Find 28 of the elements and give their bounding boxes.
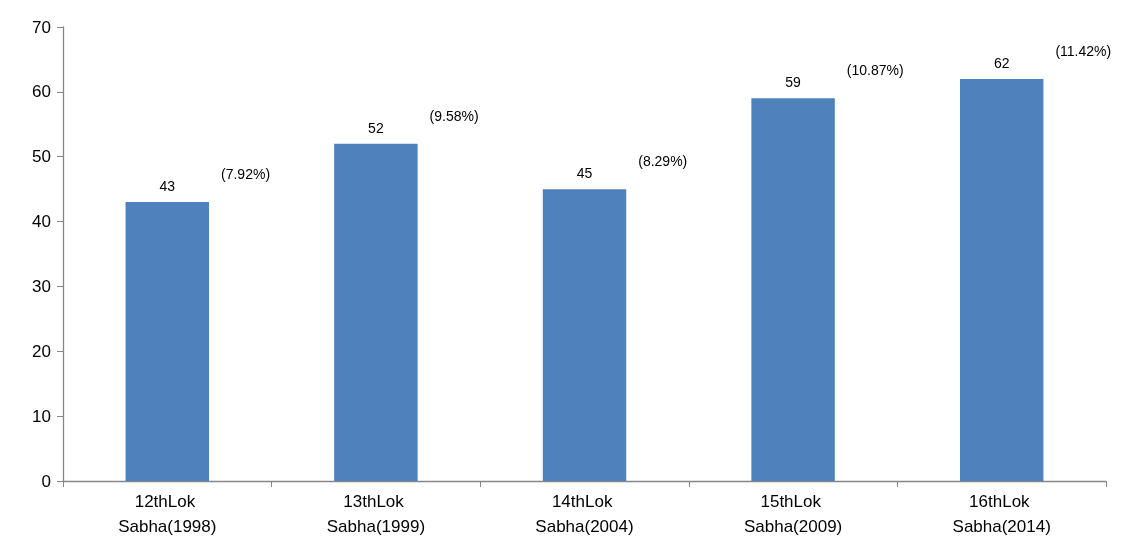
bar — [542, 189, 627, 481]
bar — [334, 143, 418, 481]
y-tick-label: 50 — [32, 147, 51, 167]
bar — [125, 202, 210, 481]
x-tick-label: 12thLok Sabha(1998) — [118, 492, 217, 536]
x-tick-label: 16thLok Sabha(2014) — [952, 492, 1051, 536]
bar — [959, 78, 1044, 481]
bar — [751, 98, 835, 481]
y-tick-label: 20 — [32, 341, 51, 361]
annotation: (9.58%) — [429, 107, 479, 124]
data-label: 52 — [368, 119, 384, 136]
y-tick-label: 60 — [32, 82, 51, 102]
data-label: 59 — [785, 74, 802, 91]
y-tick-label: 70 — [32, 17, 51, 37]
annotation: (8.29%) — [638, 153, 688, 170]
data-label: 43 — [159, 178, 176, 195]
y-tick-label: 30 — [32, 276, 51, 296]
x-tick-label: 13thLok Sabha(1999) — [326, 492, 426, 536]
x-tick-label: 15thLok Sabha(2009) — [743, 492, 843, 536]
annotation: (7.92%) — [221, 166, 271, 183]
y-tick-label: 10 — [32, 406, 51, 426]
annotation: (11.42%) — [1055, 42, 1112, 59]
annotation: (10.87%) — [846, 62, 904, 79]
data-label: 62 — [993, 54, 1010, 71]
y-tick-label: 0 — [41, 471, 51, 491]
data-label: 45 — [576, 165, 593, 182]
x-tick-label: 14thLok Sabha(2004) — [535, 492, 634, 536]
y-tick-label: 40 — [32, 212, 51, 232]
